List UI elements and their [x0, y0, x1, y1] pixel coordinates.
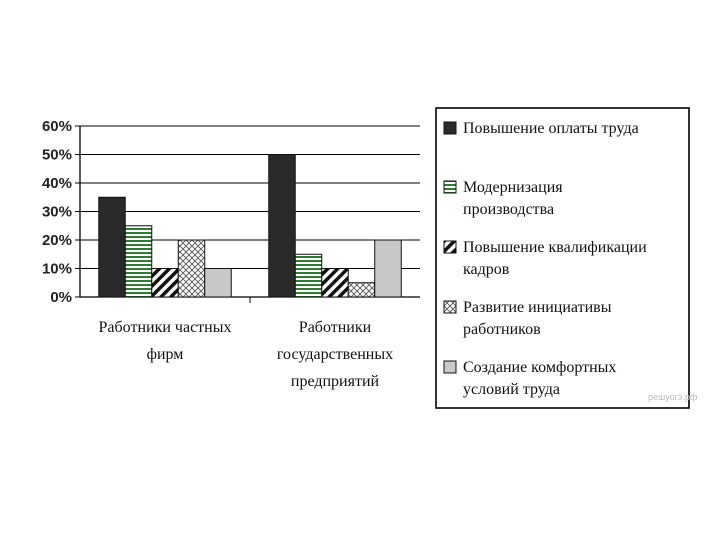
x-category-label: фирм: [147, 346, 184, 363]
y-tick-label: 50%: [42, 147, 72, 164]
watermark-text: решуогэ.рф: [648, 392, 698, 402]
legend-label: производства: [463, 201, 554, 218]
y-tick-label: 30%: [42, 204, 72, 221]
legend-box: [435, 107, 690, 409]
legend-label: работников: [463, 321, 541, 338]
x-category-label: предприятий: [291, 373, 380, 390]
legend-label: условий труда: [463, 381, 560, 398]
bar: [294, 253, 323, 298]
y-tick-label: 60%: [42, 118, 72, 135]
bar: [98, 196, 126, 298]
y-tick-label: 0%: [50, 289, 72, 306]
bar: [321, 268, 349, 298]
legend-label: Повышение оплаты труда: [463, 120, 639, 137]
bar: [268, 154, 296, 298]
legend-swatch: [443, 300, 457, 314]
y-tick-label: 20%: [42, 232, 72, 249]
x-category-label: государственных: [277, 346, 393, 363]
x-category-label: Работники частных: [99, 319, 232, 336]
x-category-label: Работники: [299, 319, 372, 336]
bar: [124, 225, 153, 298]
bar: [177, 239, 206, 298]
y-tick-label: 40%: [42, 175, 72, 192]
bar: [374, 239, 402, 298]
legend-label: Развитие инициативы: [463, 299, 612, 316]
bar: [151, 268, 179, 298]
legend-swatch: [443, 360, 457, 374]
legend-label: кадров: [463, 261, 510, 278]
bar: [204, 268, 232, 298]
legend-swatch: [443, 180, 457, 194]
legend-swatch: [443, 240, 457, 254]
legend-label: Создание комфортных: [463, 359, 616, 376]
y-tick-label: 10%: [42, 261, 72, 278]
legend: Повышение оплаты труда Модернизация произв…: [435, 107, 690, 409]
legend-label: Повышение квалификации: [463, 239, 647, 256]
legend-swatch: [443, 121, 457, 135]
legend-label: Модернизация: [463, 179, 563, 196]
bar: [347, 282, 376, 298]
